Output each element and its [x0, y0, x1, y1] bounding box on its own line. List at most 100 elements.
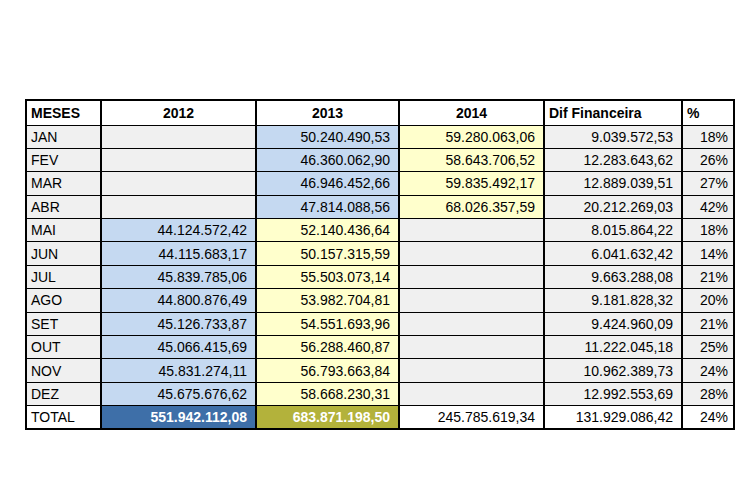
cell-nov-month: NOV	[26, 359, 101, 382]
cell-jan-y2014: 59.280.063,06	[399, 125, 544, 148]
cell-set-pct: 21%	[682, 312, 734, 335]
cell-nov-pct: 24%	[682, 359, 734, 382]
cell-dez-y2014	[399, 382, 544, 405]
cell-mar-y2013: 46.946.452,66	[256, 172, 399, 195]
cell-jul-y2014	[399, 265, 544, 288]
cell-total-month: TOTAL	[26, 406, 101, 429]
cell-fev-y2014: 58.643.706,52	[399, 148, 544, 171]
cell-ago-y2013: 53.982.704,81	[256, 289, 399, 312]
table-row-set: SET45.126.733,8754.551.693,96 9.424.960,0…	[26, 312, 734, 335]
column-header-2012: 2012	[101, 100, 256, 125]
cell-set-y2014	[399, 312, 544, 335]
cell-out-y2014	[399, 336, 544, 359]
cell-out-month: OUT	[26, 336, 101, 359]
column-header-2014: 2014	[399, 100, 544, 125]
cell-total-y2013: 683.871.198,50	[256, 406, 399, 429]
cell-out-pct: 25%	[682, 336, 734, 359]
column-header-dif-financeira: Dif Financeira	[544, 100, 682, 125]
financial-comparison-table: MESES 2012 2013 2014 Dif Financeira % JA…	[25, 99, 735, 430]
cell-abr-y2013: 47.814.088,56	[256, 195, 399, 218]
cell-nov-y2013: 56.793.663,84	[256, 359, 399, 382]
cell-ago-dif: 9.181.828,32	[544, 289, 682, 312]
cell-mar-month: MAR	[26, 172, 101, 195]
cell-mar-pct: 27%	[682, 172, 734, 195]
cell-jun-month: JUN	[26, 242, 101, 265]
cell-abr-month: ABR	[26, 195, 101, 218]
cell-mai-y2014	[399, 219, 544, 242]
cell-ago-y2014	[399, 289, 544, 312]
cell-total-dif: 131.929.086,42	[544, 406, 682, 429]
cell-jun-y2014	[399, 242, 544, 265]
cell-dez-month: DEZ	[26, 382, 101, 405]
cell-total-y2014: 245.785.619,34	[399, 406, 544, 429]
table-row-jul: JUL45.839.785,0655.503.073,14 9.663.288,0…	[26, 265, 734, 288]
cell-jun-dif: 6.041.632,42	[544, 242, 682, 265]
cell-jun-y2013: 50.157.315,59	[256, 242, 399, 265]
cell-abr-y2014: 68.026.357,59	[399, 195, 544, 218]
cell-total-y2012: 551.942.112,08	[101, 406, 256, 429]
cell-jun-pct: 14%	[682, 242, 734, 265]
cell-mar-y2014: 59.835.492,17	[399, 172, 544, 195]
cell-dez-dif: 12.992.553,69	[544, 382, 682, 405]
cell-jul-y2013: 55.503.073,14	[256, 265, 399, 288]
cell-mar-y2012	[101, 172, 256, 195]
table-row-abr: ABR 47.814.088,5668.026.357,5920.212.269,…	[26, 195, 734, 218]
table-row-out: OUT45.066.415,6956.288.460,87 11.222.045,…	[26, 336, 734, 359]
cell-set-y2013: 54.551.693,96	[256, 312, 399, 335]
cell-dez-y2012: 45.675.676,62	[101, 382, 256, 405]
cell-dez-pct: 28%	[682, 382, 734, 405]
column-header-percent: %	[682, 100, 734, 125]
cell-set-y2012: 45.126.733,87	[101, 312, 256, 335]
table-row-nov: NOV45.831.274,1156.793.663,8410.962.389,…	[26, 359, 734, 382]
cell-fev-dif: 12.283.643,62	[544, 148, 682, 171]
cell-ago-month: AGO	[26, 289, 101, 312]
column-header-2013: 2013	[256, 100, 399, 125]
cell-jul-dif: 9.663.288,08	[544, 265, 682, 288]
cell-abr-y2012	[101, 195, 256, 218]
cell-nov-y2014	[399, 359, 544, 382]
table-body: JAN 50.240.490,5359.280.063,069.039.572,5…	[26, 125, 734, 429]
cell-jul-month: JUL	[26, 265, 101, 288]
cell-mai-month: MAI	[26, 219, 101, 242]
column-header-meses: MESES	[26, 100, 101, 125]
table-row-jun: JUN44.115.683,1750.157.315,59 6.041.632,4…	[26, 242, 734, 265]
cell-jan-y2013: 50.240.490,53	[256, 125, 399, 148]
cell-jun-y2012: 44.115.683,17	[101, 242, 256, 265]
cell-set-dif: 9.424.960,09	[544, 312, 682, 335]
meses-table: MESES 2012 2013 2014 Dif Financeira % JA…	[25, 99, 735, 430]
cell-jul-pct: 21%	[682, 265, 734, 288]
table-row-total: TOTAL551.942.112,08683.871.198,50245.785…	[26, 406, 734, 429]
cell-jul-y2012: 45.839.785,06	[101, 265, 256, 288]
cell-jan-y2012	[101, 125, 256, 148]
table-row-dez: DEZ45.675.676,6258.668.230,31 12.992.553,…	[26, 382, 734, 405]
cell-mai-dif: 8.015.864,22	[544, 219, 682, 242]
cell-jan-pct: 18%	[682, 125, 734, 148]
table-row-fev: FEV 46.360.062,9058.643.706,5212.283.643,…	[26, 148, 734, 171]
cell-out-dif: 11.222.045,18	[544, 336, 682, 359]
table-row-ago: AGO44.800.876,4953.982.704,81 9.181.828,3…	[26, 289, 734, 312]
cell-fev-y2013: 46.360.062,90	[256, 148, 399, 171]
cell-fev-month: FEV	[26, 148, 101, 171]
cell-ago-y2012: 44.800.876,49	[101, 289, 256, 312]
cell-out-y2013: 56.288.460,87	[256, 336, 399, 359]
cell-dez-y2013: 58.668.230,31	[256, 382, 399, 405]
cell-out-y2012: 45.066.415,69	[101, 336, 256, 359]
cell-mai-y2013: 52.140.436,64	[256, 219, 399, 242]
header-row: MESES 2012 2013 2014 Dif Financeira %	[26, 100, 734, 125]
cell-ago-pct: 20%	[682, 289, 734, 312]
cell-set-month: SET	[26, 312, 101, 335]
cell-mar-dif: 12.889.039,51	[544, 172, 682, 195]
table-row-jan: JAN 50.240.490,5359.280.063,069.039.572,5…	[26, 125, 734, 148]
cell-jan-dif: 9.039.572,53	[544, 125, 682, 148]
cell-total-pct: 24%	[682, 406, 734, 429]
table-row-mai: MAI44.124.572,4252.140.436,64 8.015.864,2…	[26, 219, 734, 242]
cell-fev-y2012	[101, 148, 256, 171]
cell-mai-pct: 18%	[682, 219, 734, 242]
cell-mai-y2012: 44.124.572,42	[101, 219, 256, 242]
cell-fev-pct: 26%	[682, 148, 734, 171]
cell-abr-pct: 42%	[682, 195, 734, 218]
cell-nov-y2012: 45.831.274,11	[101, 359, 256, 382]
cell-jan-month: JAN	[26, 125, 101, 148]
table-row-mar: MAR 46.946.452,6659.835.492,1712.889.039,…	[26, 172, 734, 195]
cell-abr-dif: 20.212.269,03	[544, 195, 682, 218]
